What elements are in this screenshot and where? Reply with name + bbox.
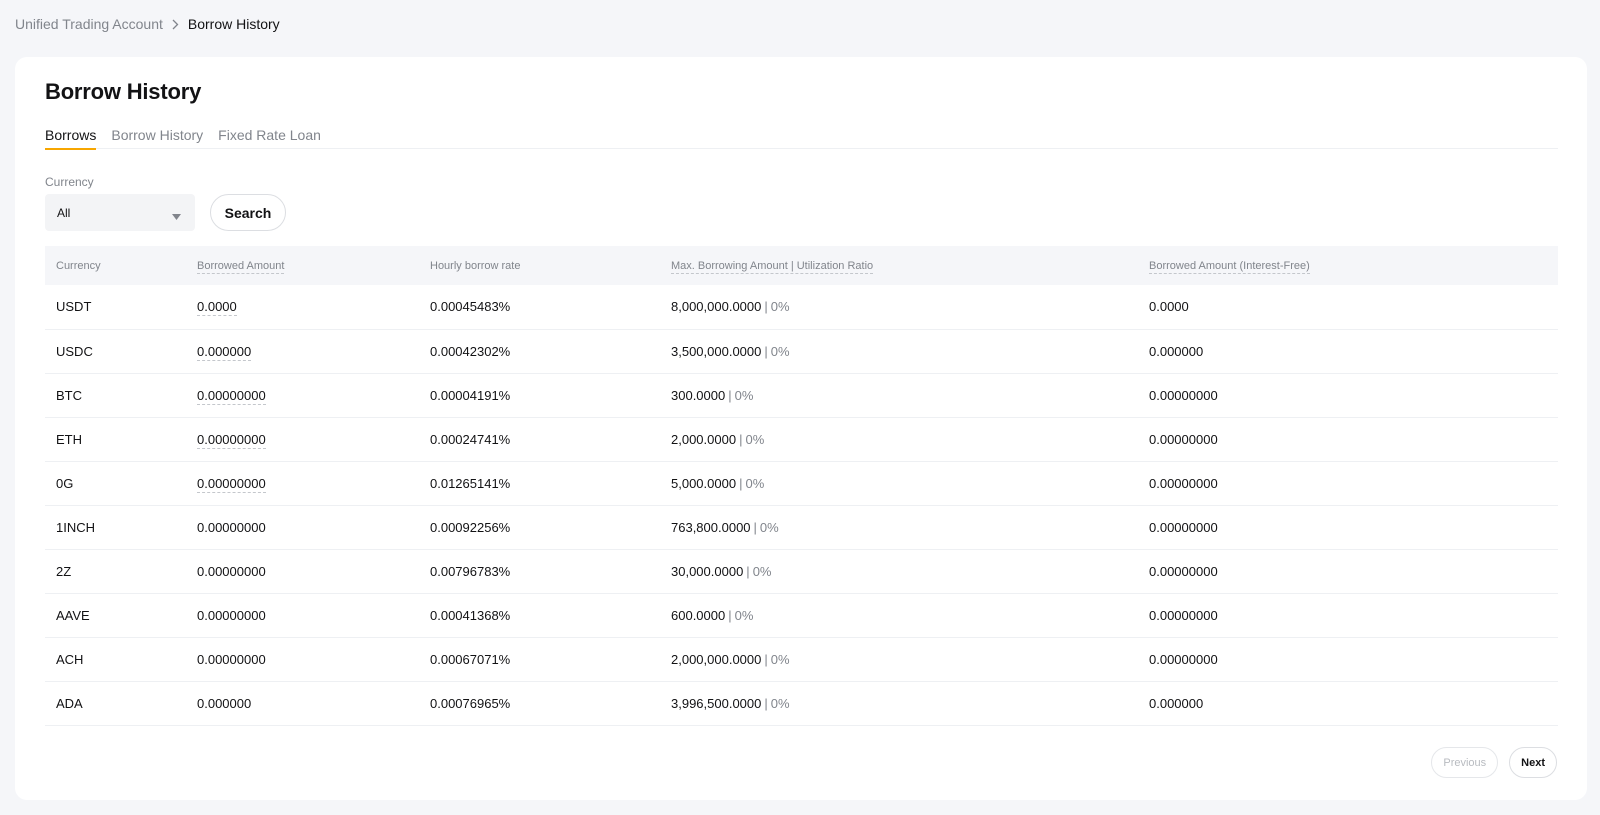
cell-borrowed-interest-free: 0.00000000 [1149,651,1218,667]
cell-max-borrowing: 3,500,000.0000 | 0% [671,343,790,359]
cell-max-borrowing: 300.0000 | 0% [671,387,754,403]
cell-currency: 0G [56,475,74,491]
cell-max-borrowing: 5,000.0000 | 0% [671,475,765,491]
next-page-button[interactable]: Next [1509,747,1557,778]
utilization-ratio: 0% [759,519,779,535]
breadcrumb: Unified Trading Account Borrow History [15,14,280,34]
currency-select[interactable]: All [45,194,195,231]
table-row: ACH 0.00000000 0.00067071% 2,000,000.0000 | 0… [45,637,1558,681]
cell-borrowed-interest-free: 0.000000 [1149,343,1204,359]
cell-hourly-rate: 0.00024741% [430,431,511,447]
currency-filter-label: Currency [45,175,94,189]
cell-hourly-rate: 0.00076965% [430,695,511,711]
cell-borrowed-amount: 0.0000 [197,299,237,317]
cell-borrowed-amount: 0.00000000 [197,607,266,623]
table-row: 0G 0.00000000 0.01265141% 5,000.0000 | 0% 0.00… [45,461,1558,505]
cell-currency: ETH [56,431,82,447]
cell-borrowed-amount: 0.00000000 [197,563,266,579]
cell-hourly-rate: 0.00796783% [430,563,511,579]
cell-currency: 2Z [56,563,72,579]
table-row: 1INCH 0.00000000 0.00092256% 763,800.0000 | 0… [45,505,1558,549]
tab-bar: Borrows Borrow History Fixed Rate Loan [45,127,1558,150]
cell-hourly-rate: 0.00042302% [430,343,511,359]
cell-max-borrowing: 763,800.0000 | 0% [671,519,779,535]
table-row: BTC 0.00000000 0.00004191% 300.0000 | 0% 0.000… [45,373,1558,417]
cell-hourly-rate: 0.00045483% [430,299,511,315]
utilization-ratio: 0% [752,563,772,579]
search-button[interactable]: Search [210,194,286,231]
pagination: Previous Next [1420,747,1557,778]
utilization-ratio: 0% [745,431,765,447]
cell-borrowed-interest-free: 0.00000000 [1149,431,1218,447]
utilization-ratio: 0% [770,695,790,711]
table-row: ADA 0.000000 0.00076965% 3,996,500.0000 | 0% 0… [45,681,1558,725]
tab-borrow-history[interactable]: Borrow History [111,127,204,143]
utilization-ratio: 0% [770,343,790,359]
cell-borrowed-amount: 0.00000000 [197,387,266,405]
cell-hourly-rate: 0.00092256% [430,519,511,535]
cell-borrowed-amount: 0.00000000 [197,651,266,667]
cell-hourly-rate: 0.00004191% [430,387,511,403]
cell-borrowed-interest-free: 0.00000000 [1149,387,1218,403]
tab-borrows[interactable]: Borrows [45,127,97,150]
table-row: USDC 0.000000 0.00042302% 3,500,000.0000 | 0%… [45,329,1558,373]
cell-currency: 1INCH [56,519,96,535]
cell-borrowed-interest-free: 0.00000000 [1149,475,1218,491]
main-card: Borrow History Borrows Borrow History Fi… [15,57,1587,800]
cell-currency: AAVE [56,607,90,623]
tab-fixed-rate-loan[interactable]: Fixed Rate Loan [218,127,321,143]
cell-max-borrowing: 3,996,500.0000 | 0% [671,695,790,711]
cell-hourly-rate: 0.00041368% [430,607,511,623]
table-row: 2Z 0.00000000 0.00796783% 30,000.0000 | 0% 0.0… [45,549,1558,593]
cell-currency: ACH [56,651,84,667]
header-borrowed-amount[interactable]: Borrowed Amount [197,259,285,274]
breadcrumb-parent-link[interactable]: Unified Trading Account [15,16,163,32]
utilization-ratio: 0% [745,475,765,491]
cell-currency: BTC [56,387,82,403]
cell-max-borrowing: 600.0000 | 0% [671,607,754,623]
borrows-table: Currency Borrowed Amount Hourly borrow r… [45,246,1558,726]
table-row: USDT 0.0000 0.00045483% 8,000,000.0000 | 0% 0.… [45,285,1558,329]
header-max-borrowing-amount[interactable]: Max. Borrowing Amount | Utilization Rati… [671,259,874,274]
cell-borrowed-amount: 0.000000 [197,695,252,711]
utilization-ratio: 0% [734,387,754,403]
utilization-ratio: 0% [770,651,790,667]
chevron-right-icon [172,19,179,30]
cell-borrowed-amount: 0.00000000 [197,519,266,535]
header-currency: Currency [56,259,101,272]
header-hourly-borrow-rate: Hourly borrow rate [430,259,521,272]
cell-borrowed-amount: 0.000000 [197,343,252,361]
caret-down-icon [172,209,181,223]
cell-borrowed-interest-free: 0.000000 [1149,695,1204,711]
cell-hourly-rate: 0.01265141% [430,475,511,491]
cell-hourly-rate: 0.00067071% [430,651,511,667]
cell-borrowed-interest-free: 0.0000 [1149,299,1189,315]
breadcrumb-current: Borrow History [187,16,280,32]
cell-currency: ADA [56,695,83,711]
page-title: Borrow History [45,79,202,104]
cell-borrowed-amount: 0.00000000 [197,475,266,493]
header-borrowed-amount-interest-free[interactable]: Borrowed Amount (Interest-Free) [1149,259,1310,274]
table-row: ETH 0.00000000 0.00024741% 2,000.0000 | 0% 0.0… [45,417,1558,461]
utilization-ratio: 0% [770,299,790,315]
cell-max-borrowing: 2,000.0000 | 0% [671,431,765,447]
cell-borrowed-interest-free: 0.00000000 [1149,607,1218,623]
cell-max-borrowing: 2,000,000.0000 | 0% [671,651,790,667]
table-row: AAVE 0.00000000 0.00041368% 600.0000 | 0% 0.00… [45,593,1558,637]
currency-select-value: All [57,205,71,220]
utilization-ratio: 0% [734,607,754,623]
cell-max-borrowing: 8,000,000.0000 | 0% [671,299,790,315]
table-header-row: Currency Borrowed Amount Hourly borrow r… [45,246,1558,285]
cell-borrowed-amount: 0.00000000 [197,431,266,449]
cell-max-borrowing: 30,000.0000 | 0% [671,563,772,579]
cell-borrowed-interest-free: 0.00000000 [1149,563,1218,579]
cell-currency: USDT [56,299,92,315]
previous-page-button[interactable]: Previous [1431,747,1499,778]
cell-borrowed-interest-free: 0.00000000 [1149,519,1218,535]
cell-currency: USDC [56,343,93,359]
